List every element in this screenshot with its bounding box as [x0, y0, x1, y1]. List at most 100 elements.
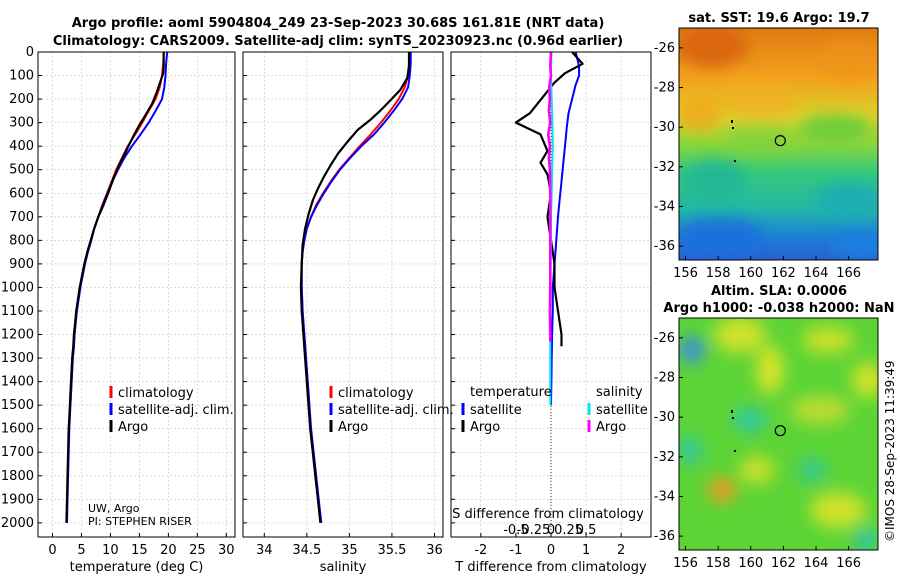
legend-header-salinity: salinity — [596, 385, 643, 400]
trajectory-dot — [732, 127, 734, 129]
x-tick-label: 1 — [582, 543, 590, 558]
sla-high-patch — [739, 456, 775, 484]
difference-panel: -2 -1 0 1 2 T difference from climatology — [450, 51, 652, 575]
argo-position-marker — [774, 135, 786, 147]
sla-low-patch — [680, 336, 704, 364]
x-tick-label: 30 — [218, 543, 235, 558]
x-tick-label: 10 — [102, 543, 119, 558]
temperature-panel: 0 5 10 15 20 25 30 temperature (deg C) 0 100 200 30… — [1, 45, 236, 575]
legend-label-argo: Argo — [338, 420, 368, 435]
salinity-legend: climatology satellite-adj. clim. Argo — [329, 386, 454, 435]
x-tick-label: 34 — [256, 543, 273, 558]
y-tick-label: 100 — [9, 69, 34, 84]
sla-map: Altim. SLA: 0.0006 Argo h1000: -0.038 h2… — [654, 284, 895, 571]
sla-high-patch — [810, 492, 866, 528]
sla-low-patch — [854, 528, 878, 550]
sla-high-patch — [714, 318, 766, 353]
s-tick-label: -0.5 — [503, 523, 528, 538]
x-tick-label: 5 — [77, 543, 85, 558]
map-frame — [678, 317, 879, 551]
y-tick-label: 700 — [9, 210, 34, 225]
legend-label-s-satellite: satellite — [596, 403, 648, 418]
attribution-line-2: PI: STEPHEN RISER — [88, 515, 192, 528]
y-tick-label: 500 — [9, 163, 34, 178]
x-tick-label: 35 — [341, 543, 358, 558]
y-tick-label: 1100 — [1, 304, 34, 319]
map-x-tick-label: 158 — [706, 556, 731, 571]
x-axis-label: temperature (deg C) — [70, 560, 204, 575]
trajectory-dot — [734, 160, 736, 162]
x-tick-label: -1 — [509, 543, 522, 558]
argo-position-marker — [774, 425, 786, 437]
y-tick-label: 300 — [9, 116, 34, 131]
title-line-1: Argo profile: aoml 5904804_249 23-Sep-20… — [72, 16, 605, 31]
x-axis-label: salinity — [320, 560, 367, 575]
x-tick-label: -2 — [474, 543, 487, 558]
map-x-tick-label: 156 — [673, 556, 698, 571]
legend-label-t-satellite: satellite — [470, 403, 522, 418]
axes-frame — [242, 51, 444, 538]
s-tick-label: 0 — [547, 523, 555, 538]
sla-low-patch — [734, 408, 766, 432]
x-tick-label: 0 — [48, 543, 56, 558]
map-y-tick-label: -34 — [654, 489, 675, 504]
y-tick-label: 1900 — [1, 492, 34, 507]
salinity-panel: 34 34.5 35 35.5 36 salinity — [242, 51, 444, 575]
x-tick-label: 15 — [131, 543, 148, 558]
sst-cold-patch — [679, 218, 764, 258]
x-tick-label: 34.5 — [292, 543, 321, 558]
map-x-tick-label: 162 — [771, 556, 796, 571]
trajectory-dot — [734, 450, 736, 452]
y-tick-label: 1300 — [1, 351, 34, 366]
series-line-argo — [299, 52, 411, 524]
sst-warm-patch — [679, 92, 722, 132]
y-tick-label: 600 — [9, 186, 34, 201]
map-y-tick-label: -32 — [654, 160, 675, 175]
series-line-argo — [65, 52, 165, 523]
legend-label-climatology: climatology — [338, 386, 414, 401]
y-tick-label: 2000 — [1, 516, 34, 531]
attribution-line-1: UW, Argo — [88, 502, 140, 515]
x-tick-label: 35.5 — [377, 543, 406, 558]
sst-green-patch — [799, 114, 871, 142]
trajectory-dot — [732, 417, 734, 419]
y-tick-label: 1200 — [1, 328, 34, 343]
series-line-argo-t — [514, 51, 584, 347]
sst-map: sat. SST: 19.6 Argo: 19.7 156 158 160 162 16… — [654, 11, 879, 281]
y-tick-label: 1500 — [1, 398, 34, 413]
x-tick-label: 20 — [160, 543, 177, 558]
y-tick-label: 1800 — [1, 469, 34, 484]
x-tick-label: 0 — [547, 543, 555, 558]
s-tick-label: 0.25 — [554, 523, 583, 538]
y-tick-label: 1000 — [1, 280, 34, 295]
map-y-tick-label: -28 — [654, 370, 675, 385]
map-y-tick-label: -30 — [654, 410, 675, 425]
map-y-tick-label: -32 — [654, 450, 675, 465]
map-x-tick-label: 166 — [836, 266, 861, 281]
map-y-tick-label: -34 — [654, 199, 675, 214]
y-tick-label: 1400 — [1, 375, 34, 390]
series-line-climatology — [69, 51, 165, 406]
sla-trajectory — [731, 410, 736, 452]
x-axis-label: T difference from climatology — [454, 560, 647, 575]
sla-low-patch — [679, 436, 702, 464]
map-x-tick-label: 164 — [804, 266, 829, 281]
sst-green-patch — [726, 126, 794, 154]
legend-label-satellite: satellite-adj. clim. — [338, 403, 454, 418]
sla-high-patch — [802, 326, 854, 354]
legend-label-argo: Argo — [118, 420, 148, 435]
axes-frame — [37, 51, 236, 538]
series-line-argo-s — [546, 51, 553, 342]
x-tick-label: 2 — [617, 543, 625, 558]
map-y-tick-label: -28 — [654, 80, 675, 95]
map-x-tick-label: 156 — [673, 266, 698, 281]
legend-header-temperature: temperature — [470, 385, 552, 400]
sla-high-patch — [790, 396, 850, 424]
map-x-tick-label: 164 — [804, 556, 829, 571]
sla-low-patch — [798, 458, 826, 482]
series-line-satellite-t — [550, 51, 581, 406]
map-y-tick-label: -30 — [654, 120, 675, 135]
map-frame — [678, 27, 879, 261]
legend-label-satellite: satellite-adj. clim. — [118, 403, 234, 418]
